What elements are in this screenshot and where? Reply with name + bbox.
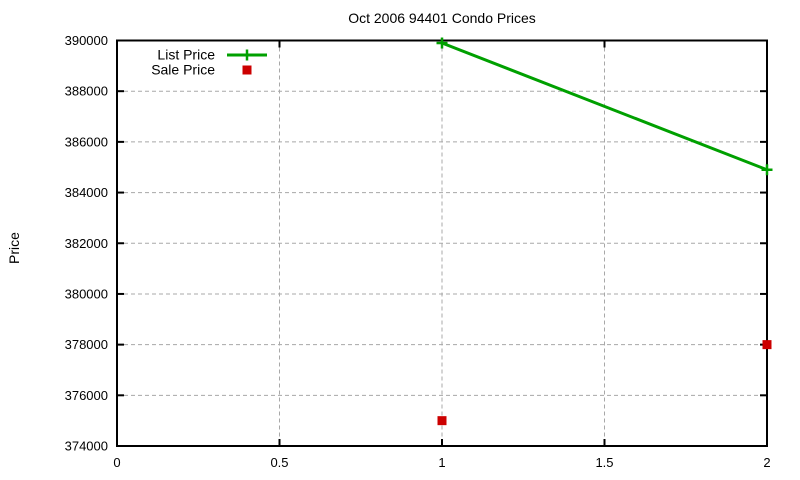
y-tick-label: 380000 (65, 286, 108, 301)
y-tick-label: 378000 (65, 337, 108, 352)
chart-title: Oct 2006 94401 Condo Prices (348, 10, 536, 26)
series-sale-price (437, 340, 772, 426)
y-tick-label: 388000 (65, 84, 108, 99)
x-tick-label: 1.5 (595, 455, 613, 470)
legend-sample-square (242, 65, 252, 75)
y-tick-label: 390000 (65, 33, 108, 48)
y-tick-label: 374000 (65, 439, 108, 454)
legend-entry-sale-price: Sale Price (151, 62, 252, 78)
data-point-sale-price (437, 416, 447, 426)
x-tick-label: 1 (438, 455, 445, 470)
y-tick-label: 376000 (65, 388, 108, 403)
legend-entry-list-price: List Price (157, 47, 267, 63)
x-tick-label: 2 (763, 455, 770, 470)
x-tick-label: 0.5 (270, 455, 288, 470)
y-tick-label: 382000 (65, 236, 108, 251)
legend-label-list-price: List Price (157, 47, 215, 63)
y-tick-label: 384000 (65, 185, 108, 200)
legend-label-sale-price: Sale Price (151, 62, 215, 78)
y-tick-label: 386000 (65, 134, 108, 149)
data-point-list-price (436, 37, 448, 49)
series-line-list-price (441, 41, 768, 172)
series-list-price (436, 37, 773, 176)
x-tick-label: 0 (113, 455, 120, 470)
data-point-sale-price (762, 340, 772, 350)
tick-labels: 0 0.5 1 1.5 2 374000 376000 378000 380000 382000 3… (65, 33, 771, 470)
gridlines (116, 40, 768, 447)
data-point-list-price (761, 164, 773, 176)
legend-sample-plus (241, 49, 253, 61)
